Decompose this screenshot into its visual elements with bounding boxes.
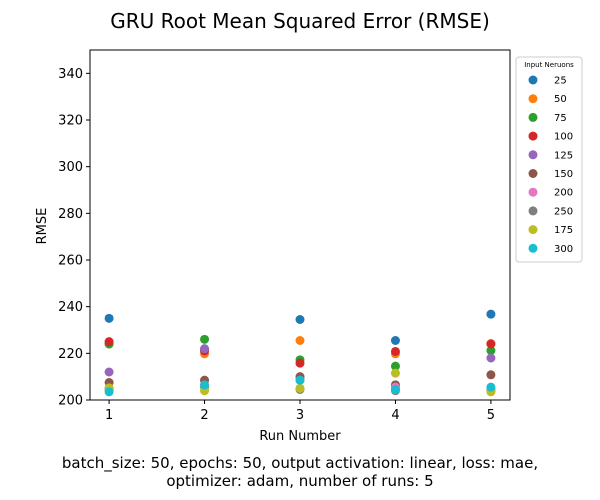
data-point-300-run-1: [104, 387, 114, 397]
y-tick-label: 300: [58, 160, 83, 175]
data-point-75-run-4: [390, 361, 400, 371]
plot-frame: [89, 49, 511, 401]
data-point-25-run-1: [104, 313, 114, 323]
y-tick-label: 200: [58, 394, 83, 409]
data-point-100-run-3: [295, 358, 305, 368]
legend-label-200: 200: [554, 188, 573, 199]
y-tick-label: 240: [58, 300, 83, 315]
y-tick-label: 340: [58, 67, 83, 82]
data-point-75-run-2: [200, 334, 210, 344]
legend-marker-150: [528, 169, 538, 178]
data-point-300-run-5: [486, 382, 496, 392]
legend-label-100: 100: [554, 132, 573, 143]
x-tick-label: 4: [391, 408, 399, 423]
x-tick-label: 2: [200, 408, 208, 423]
data-point-25-run-5: [486, 309, 496, 319]
data-point-100-run-1: [104, 337, 114, 347]
data-point-300-run-4: [390, 385, 400, 394]
data-point-300-run-2: [200, 380, 210, 390]
chart-title: GRU Root Mean Squared Error (RMSE): [110, 9, 490, 33]
legend-label-25: 25: [554, 76, 567, 87]
data-point-125-run-1: [104, 367, 114, 377]
y-tick-label: 260: [58, 254, 83, 269]
legend-label-300: 300: [554, 244, 573, 255]
data-point-75-run-5: [486, 346, 496, 356]
legend-label-175: 175: [554, 225, 573, 236]
data-point-100-run-4: [390, 346, 400, 356]
axes: 200 220 240 260 280 300 320 340 1 2 3 4 5: [58, 49, 511, 423]
data-point-125-run-5: [486, 353, 496, 363]
legend-marker-300: [528, 243, 538, 253]
legend-marker-100: [528, 131, 538, 141]
data-points: [104, 309, 496, 397]
data-point-125-run-2: [200, 344, 210, 354]
data-point-175-run-3: [295, 383, 305, 393]
x-tick-label: 5: [487, 408, 495, 423]
legend-marker-50: [528, 94, 538, 104]
legend: Input Neruons 25 50 75 100 125 150 200 250 175 30…: [515, 56, 583, 263]
y-tick-label: 280: [58, 207, 83, 222]
legend-marker-75: [528, 112, 538, 122]
legend-label-125: 125: [554, 150, 573, 161]
data-point-50-run-3: [295, 336, 305, 345]
x-axis-label: Run Number: [259, 429, 341, 444]
legend-marker-25: [528, 75, 538, 85]
data-point-175-run-4: [390, 368, 400, 378]
legend-marker-200: [528, 187, 538, 197]
y-tick-label: 220: [58, 347, 83, 362]
x-tick-label: 3: [296, 408, 304, 423]
data-point-150-run-5: [486, 370, 496, 380]
legend-label-150: 150: [554, 169, 573, 180]
legend-marker-175: [528, 225, 538, 235]
data-point-25-run-4: [390, 336, 400, 345]
y-tick-label: 320: [58, 114, 83, 129]
caption-line-1: batch_size: 50, epochs: 50, output activ…: [61, 454, 539, 472]
data-point-300-run-3: [295, 375, 305, 385]
legend-label-75: 75: [554, 113, 567, 124]
chart-caption: batch_size: 50, epochs: 50, output activ…: [0, 454, 600, 490]
y-axis-label: RMSE: [35, 208, 50, 245]
x-tick-label: 1: [105, 408, 113, 423]
legend-label-50: 50: [554, 94, 567, 105]
data-point-100-run-5: [486, 339, 496, 349]
data-point-25-run-3: [295, 315, 305, 324]
legend-title: Input Neruons: [524, 61, 574, 69]
rmse-scatter-chart: GRU Root Mean Squared Error (RMSE) 20022…: [35, 9, 583, 444]
legend-label-250: 250: [554, 206, 573, 217]
legend-marker-125: [528, 150, 538, 160]
caption-line-2: optimizer: adam, number of runs: 5: [166, 472, 434, 490]
legend-marker-250: [528, 206, 538, 216]
